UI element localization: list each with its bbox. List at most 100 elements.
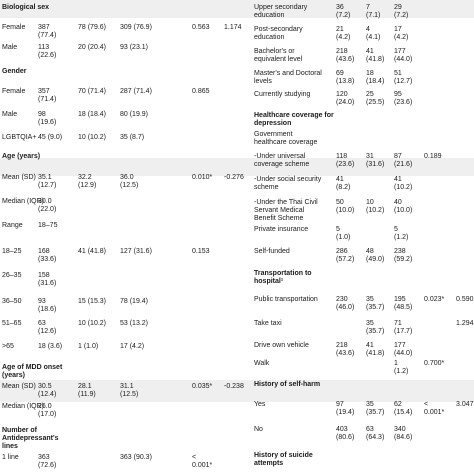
left-cell-c1: 168 (33.6) — [38, 248, 57, 264]
left-cell-c5: -0.276 — [224, 174, 244, 181]
left-cell-c3: 93 (23.1) — [120, 44, 149, 51]
left-cell-c4: 0.865 — [192, 88, 210, 95]
right-cell-c2: 7 (7.1) — [366, 4, 381, 20]
left-cell-c1: 98 (19.6) — [38, 111, 57, 127]
left-cell-c5: -0.238 — [224, 383, 244, 390]
left-row-label: Mean (SD) — [2, 174, 36, 181]
right-cell-c2: 63 (64.3) — [366, 426, 385, 442]
left-row-label: >65 — [2, 343, 14, 350]
left-cell-c5: 1.174 — [224, 24, 242, 31]
left-cell-c2: 18 (18.4) — [78, 111, 107, 118]
left-row-label: Female — [2, 24, 26, 31]
left-cell-c1: 45 (9.0) — [38, 134, 63, 141]
right-cell-c3: 71 (17.7) — [394, 320, 413, 336]
left-cell-c3: 80 (19.9) — [120, 111, 149, 118]
right-cell-c1: 403 (80.6) — [336, 426, 355, 442]
right-cell-c2: 10 (10.2) — [366, 199, 385, 215]
left-cell-c2: 41 (41.8) — [78, 248, 107, 255]
right-cell-c3: 62 (15.4) — [394, 401, 413, 417]
left-cell-c3: 78 (19.4) — [120, 298, 149, 305]
right-row-label: Walk — [254, 360, 270, 367]
right-cell-c2: 48 (49.0) — [366, 248, 385, 264]
row-shade — [0, 0, 474, 18]
right-row-label: Master's and Doctoral levels — [254, 70, 322, 86]
left-row-label: Age (years) — [2, 153, 41, 160]
right-cell-c1: 41 (8.2) — [336, 176, 351, 192]
right-cell-c2: 35 (35.7) — [366, 296, 385, 312]
right-cell-c4: < 0.001* — [424, 401, 445, 417]
right-cell-c2: 4 (4.1) — [366, 26, 381, 42]
right-cell-c1: 218 (43.6) — [336, 48, 355, 64]
right-cell-c5: 3.047 — [456, 401, 474, 408]
right-row-label: -Under universal coverage scheme — [254, 153, 310, 169]
left-cell-c1: 18–75 — [38, 222, 58, 229]
right-cell-c4: 0.700* — [424, 360, 445, 367]
left-cell-c1: 35.1 (12.7) — [38, 174, 57, 190]
right-row-label: Self-funded — [254, 248, 290, 255]
left-row-label: 26–35 — [2, 272, 22, 279]
left-row-label: LGBTQIA+ — [2, 134, 37, 141]
left-cell-c1: 113 (22.6) — [38, 44, 57, 60]
right-row-label: Government healthcare coverage — [254, 131, 318, 147]
left-cell-c1: 158 (31.6) — [38, 272, 57, 288]
right-row-label: No — [254, 426, 263, 433]
right-row-label: Upper secondary education — [254, 4, 308, 20]
row-shade — [0, 380, 474, 402]
right-cell-c1: 21 (4.2) — [336, 26, 351, 42]
right-row-label: Currently studying — [254, 91, 311, 98]
left-cell-c1: 18 (3.6) — [38, 343, 63, 350]
right-cell-c2: 18 (18.4) — [366, 70, 385, 86]
left-cell-c2: 70 (71.4) — [78, 88, 107, 95]
right-cell-c1: 218 (43.6) — [336, 342, 355, 358]
right-cell-c3: 41 (10.2) — [394, 176, 413, 192]
left-row-label: 1 line — [2, 454, 19, 461]
right-row-label: Post-secondary education — [254, 26, 303, 42]
right-cell-c3: 29 (7.2) — [394, 4, 409, 20]
right-row-label: Bachelor's or equivalent level — [254, 48, 303, 64]
left-cell-c1: 30.0 (22.0) — [38, 198, 57, 214]
right-cell-c1: 36 (7.2) — [336, 4, 351, 20]
right-cell-c4: 0.023* — [424, 296, 445, 303]
right-cell-c5: 1.294 — [456, 320, 474, 327]
right-row-label: Take taxi — [254, 320, 282, 327]
right-row-label: Private insurance — [254, 226, 309, 233]
right-cell-c1: 5 (1.0) — [336, 226, 351, 242]
left-cell-c2: 20 (20.4) — [78, 44, 107, 51]
left-cell-c2: 28.1 (11.9) — [78, 383, 96, 399]
right-cell-c3: 17 (4.2) — [394, 26, 409, 42]
right-cell-c1: 286 (57.2) — [336, 248, 355, 264]
right-cell-c3: 1 (1.2) — [394, 360, 409, 376]
right-row-label: Yes — [254, 401, 266, 408]
left-cell-c2: 10 (10.2) — [78, 320, 107, 327]
right-cell-c2: 35 (35.7) — [366, 401, 385, 417]
right-cell-c2: 41 (41.8) — [366, 48, 385, 64]
left-cell-c4: 0.010* — [192, 174, 213, 181]
left-cell-c3: 309 (76.9) — [120, 24, 152, 31]
right-row-label: -Under social security scheme — [254, 176, 322, 192]
left-row-label: Range — [2, 222, 23, 229]
right-cell-c3: 238 (59.2) — [394, 248, 413, 264]
left-cell-c4: 0.563 — [192, 24, 210, 31]
left-cell-c3: 363 (90.3) — [120, 454, 152, 461]
left-cell-c3: 35 (8.7) — [120, 134, 145, 141]
left-cell-c1: 30.5 (12.4) — [38, 383, 57, 399]
right-cell-c1: 230 (46.0) — [336, 296, 355, 312]
left-row-label: Number of Antidepressant's lines — [2, 427, 59, 451]
left-cell-c3: 127 (31.6) — [120, 248, 152, 255]
right-cell-c1: 120 (24.0) — [336, 91, 355, 107]
right-cell-c2: 25 (25.5) — [366, 91, 385, 107]
right-cell-c3: 51 (12.7) — [394, 70, 413, 86]
left-cell-c4: 0.153 — [192, 248, 210, 255]
left-cell-c1: 63 (12.6) — [38, 320, 57, 336]
left-row-label: 18–25 — [2, 248, 22, 255]
left-cell-c3: 287 (71.4) — [120, 88, 152, 95]
right-cell-c2: 35 (35.7) — [366, 320, 385, 336]
left-cell-c4: < 0.001* — [192, 454, 213, 470]
right-cell-c3: 195 (48.5) — [394, 296, 413, 312]
row-shade — [0, 158, 474, 176]
right-cell-c4: 0.189 — [424, 153, 442, 160]
right-row-label: Healthcare coverage for depression — [254, 112, 334, 128]
right-cell-c3: 40 (10.0) — [394, 199, 413, 215]
left-row-label: Age of MDD onset (years) — [2, 364, 63, 380]
